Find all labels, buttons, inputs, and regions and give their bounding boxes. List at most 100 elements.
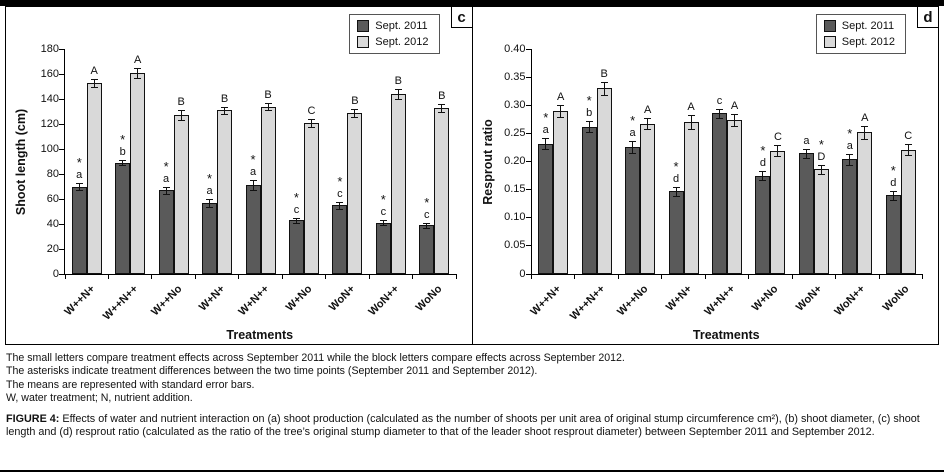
y-tick-label: 180 (40, 42, 59, 55)
asterisk: * (380, 192, 386, 208)
bar-sept2011 (798, 153, 814, 274)
bar-sept2012 (596, 88, 612, 274)
error-bar (805, 148, 807, 158)
significance-letter: c (716, 94, 723, 107)
error-bar-cap (75, 190, 83, 192)
error-bar-cap (249, 190, 257, 192)
legend-swatch-sept2012 (357, 36, 370, 48)
y-tick-label: 0 (519, 267, 526, 280)
error-bar-cap (307, 119, 315, 120)
error-bar-cap (774, 145, 782, 147)
error-bar-cap (351, 116, 359, 118)
x-tick-mark (617, 274, 619, 279)
y-tick-mark (59, 273, 65, 275)
significance-letter: d (672, 172, 680, 185)
significance-letter: A (687, 101, 695, 114)
significance-letter: c (424, 208, 430, 221)
error-bar (354, 109, 356, 117)
significance-letter: C (307, 105, 316, 117)
error-bar-cap (904, 144, 912, 146)
error-bar (441, 104, 443, 112)
error-bar-cap (600, 95, 608, 97)
error-bar-cap (264, 110, 272, 112)
error-bar (588, 121, 590, 133)
significance-letter: b (586, 107, 593, 119)
y-tick-mark (59, 98, 65, 100)
note-line: The means are represented with standard … (6, 378, 255, 391)
significance-letter: B (394, 75, 402, 87)
y-tick-mark (59, 48, 65, 50)
y-tick-label: 0.25 (504, 126, 526, 139)
error-bar-cap (379, 225, 387, 227)
error-bar-cap (802, 157, 810, 159)
significance-letter: d (759, 157, 766, 170)
panel-label-d: d (917, 6, 939, 28)
error-bar-cap (861, 139, 869, 140)
y-tick-mark (525, 217, 532, 219)
error-bar-cap (585, 132, 593, 134)
error-bar-cap (629, 141, 637, 143)
significance-letter: C (904, 130, 913, 143)
x-tick-mark (574, 274, 576, 279)
error-bar-cap (221, 106, 229, 108)
significance-letter: A (643, 104, 652, 117)
y-tick-mark (59, 73, 65, 75)
bar-sept2011 (202, 202, 218, 274)
top-divider (0, 0, 944, 6)
error-bar-cap (292, 222, 300, 224)
error-bar-cap (162, 194, 170, 195)
significance-letter: a (846, 139, 853, 152)
bar-sept2011 (375, 222, 391, 274)
error-bar-cap (264, 102, 272, 104)
y-tick-label: 0.15 (504, 183, 526, 196)
significance-letter: A (557, 91, 565, 104)
error-bar-cap (759, 180, 767, 182)
y-tick-label: 0.05 (504, 239, 526, 252)
error-bar-cap (644, 129, 652, 131)
error-bar-cap (889, 190, 897, 192)
asterisk: * (337, 173, 343, 189)
bar-sept2011 (581, 126, 597, 274)
bar-sept2012 (900, 149, 916, 274)
figure-notes: The small letters compare treatment effe… (6, 352, 938, 406)
x-tick-mark (748, 274, 750, 279)
asterisk: * (847, 125, 853, 141)
error-bar (180, 110, 182, 121)
panel-label-c: c (450, 6, 473, 28)
error-bar-cap (162, 186, 170, 188)
error-bar-cap (672, 186, 680, 188)
y-tick-label: 60 (46, 192, 59, 205)
y-tick-mark (59, 123, 65, 125)
significance-letter: b (119, 146, 126, 159)
significance-letter: a (542, 123, 549, 136)
asterisk: * (76, 154, 82, 170)
error-bar-cap (119, 160, 127, 162)
error-bar (397, 89, 399, 99)
y-tick-label: 100 (40, 142, 59, 155)
error-bar (252, 180, 254, 191)
error-bar-cap (336, 209, 344, 210)
error-bar-cap (292, 217, 300, 219)
x-tick-mark (194, 274, 196, 279)
x-axis-title: Treatments (692, 328, 760, 342)
error-bar-cap (585, 121, 593, 122)
error-bar-cap (557, 116, 565, 118)
error-bar-cap (351, 109, 359, 110)
asterisk: * (207, 171, 213, 186)
note-line: The asterisks indicate treatment differe… (6, 365, 538, 378)
error-bar-cap (90, 79, 98, 80)
figure-caption-label: FIGURE 4: (6, 412, 60, 425)
error-bar-cap (379, 220, 387, 222)
y-tick-mark (525, 48, 532, 50)
plot-area: 0 20 40 60 80 100 120 140 160 180 W++N+ a * A W++N++ b *… (41, 43, 457, 323)
y-tick-label: 0.10 (504, 211, 526, 224)
error-bar (892, 190, 894, 200)
error-bar-cap (817, 173, 825, 175)
y-tick-mark (59, 173, 65, 175)
bar-sept2012 (553, 110, 569, 274)
x-tick-mark (281, 274, 283, 279)
error-bar-cap (394, 89, 402, 90)
significance-letter: B (264, 88, 272, 101)
asterisk: * (673, 158, 679, 174)
error-bar-cap (119, 165, 127, 167)
